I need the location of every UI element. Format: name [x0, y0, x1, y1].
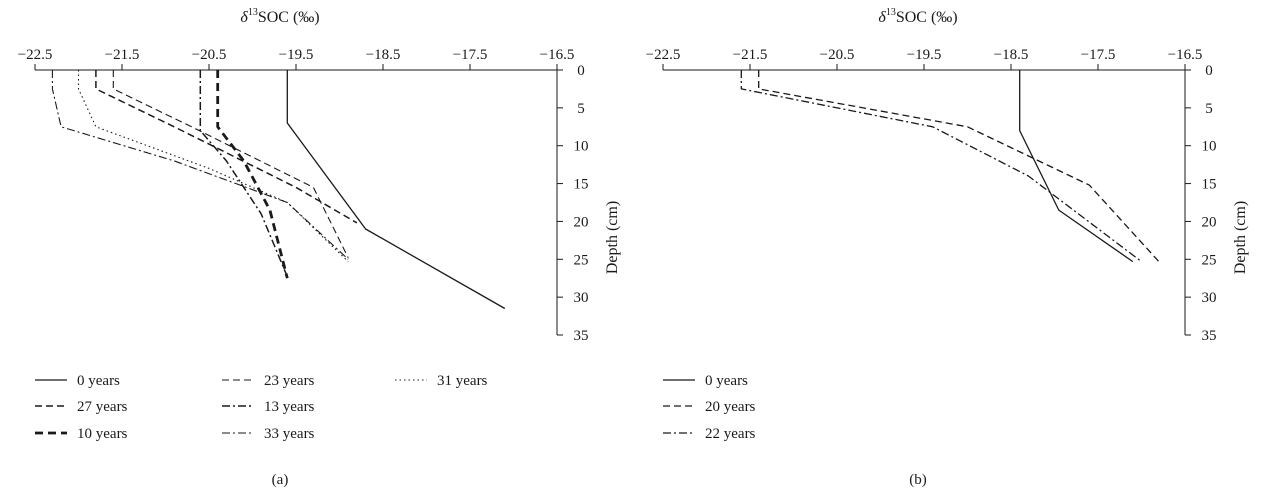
y-tick-label: 35 — [574, 328, 589, 344]
x-tick-label: −21.5 — [105, 47, 140, 63]
legend-label: 27 years — [77, 399, 128, 415]
x-tick-label: −18.5 — [366, 47, 401, 63]
x-tick-label: −16.5 — [540, 47, 575, 63]
series-line-22-years — [740, 70, 1142, 263]
panel-label: (b) — [909, 472, 927, 488]
series-line-20-years — [758, 70, 1160, 263]
x-axis-title-superscript: 13 — [886, 7, 896, 18]
legend-label: 23 years — [264, 373, 315, 389]
y-tick-label: 30 — [574, 290, 589, 306]
y-tick-label: 25 — [574, 252, 589, 268]
y-tick-label: 30 — [1202, 290, 1217, 306]
legend-label: 20 years — [705, 399, 756, 415]
legend-label: 22 years — [705, 426, 756, 442]
series-line-0-years — [1019, 70, 1134, 263]
y-tick-label: 15 — [574, 177, 589, 193]
series-line-31-years — [77, 70, 349, 262]
legend-label: 31 years — [437, 373, 488, 389]
x-tick-label: −19.5 — [279, 47, 314, 63]
x-tick-label: −16.5 — [1168, 47, 1203, 63]
y-tick-label: 0 — [1205, 63, 1213, 79]
y-tick-label: 5 — [577, 101, 585, 117]
y-tick-label: 15 — [1202, 177, 1217, 193]
series-line-23-years — [112, 70, 349, 259]
series-line-0-years — [286, 70, 506, 310]
y-tick-label: 20 — [1202, 214, 1217, 230]
y-tick-label: 25 — [1202, 252, 1217, 268]
series-line-13-years — [199, 70, 288, 277]
panel-label: (a) — [272, 472, 289, 488]
x-tick-label: −21.5 — [733, 47, 768, 63]
legend-label: 0 years — [705, 373, 748, 389]
legend-label: 10 years — [77, 426, 128, 442]
y-axis-title: Depth (cm) — [604, 201, 621, 274]
y-tick-label: 35 — [1202, 328, 1217, 344]
y-tick-label: 5 — [1205, 101, 1213, 117]
x-tick-label: −20.5 — [820, 47, 855, 63]
x-axis-title-symbol: δ — [240, 9, 248, 26]
y-axis-title: Depth (cm) — [1232, 201, 1249, 274]
x-axis-title-superscript: 13 — [248, 7, 258, 18]
series-line-27-years — [95, 70, 358, 224]
x-tick-label: −17.5 — [453, 47, 488, 63]
x-tick-label: −20.5 — [192, 47, 227, 63]
legend-label: 33 years — [264, 426, 315, 442]
legend-label: 13 years — [264, 399, 315, 415]
x-axis-title-symbol: δ — [878, 9, 886, 26]
x-axis-title-text: SOC (‰) — [896, 9, 958, 26]
series-line-10-years — [216, 70, 289, 279]
x-axis-title-text: SOC (‰) — [258, 9, 320, 26]
panel-b: δ13SOC (‰) −22.5 −21.5 −20.5 −19.5 −18.5 −17.5… — [646, 7, 1249, 488]
x-tick-label: −22.5 — [18, 47, 53, 63]
y-tick-label: 0 — [577, 63, 585, 79]
x-axis-title: δ13SOC (‰) — [878, 7, 957, 26]
y-tick-label: 10 — [574, 139, 589, 155]
x-tick-label: −17.5 — [1081, 47, 1116, 63]
x-tick-label: −22.5 — [646, 47, 681, 63]
x-tick-label: −19.5 — [907, 47, 942, 63]
y-tick-label: 10 — [1202, 139, 1217, 155]
legend-label: 0 years — [77, 373, 120, 389]
x-axis-title: δ13SOC (‰) — [240, 7, 319, 26]
x-tick-label: −18.5 — [994, 47, 1029, 63]
y-tick-label: 20 — [574, 214, 589, 230]
panel-a: δ13SOC (‰) −22.5 −21.5 −20.5 −19.5 −18.5 −17.5… — [18, 7, 621, 488]
